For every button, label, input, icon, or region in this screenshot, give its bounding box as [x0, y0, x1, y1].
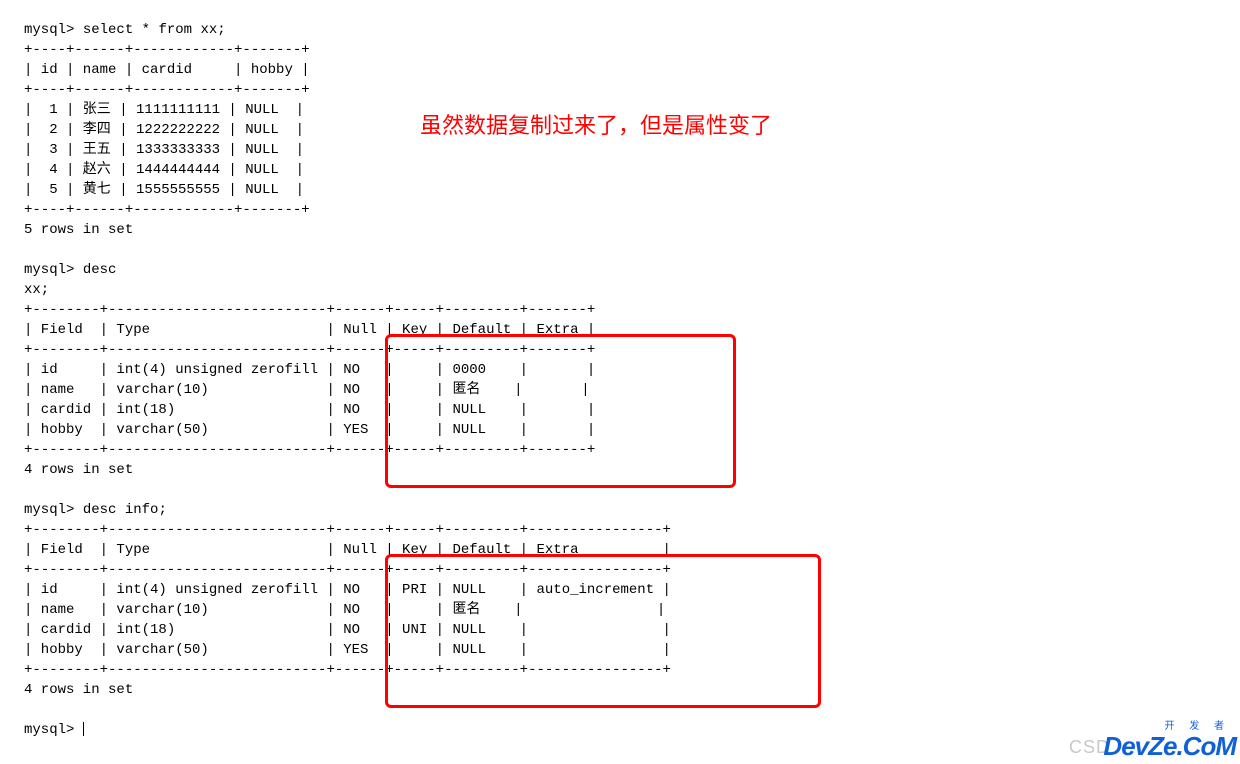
table1-border: +----+------+------------+-------+: [24, 82, 310, 98]
table3-row: | id | int(4) unsigned zerofill | NO | P…: [24, 582, 671, 598]
prompt: mysql>: [24, 722, 74, 738]
table1-row: | 4 | 赵六 | 1444444444 | NULL |: [24, 162, 304, 178]
table3-row: | cardid | int(18) | NO | UNI | NULL | |: [24, 622, 671, 638]
cursor: [83, 722, 84, 736]
table2-border: +--------+--------------------------+---…: [24, 302, 595, 318]
table1-footer: 5 rows in set: [24, 222, 133, 238]
table1-row: | 1 | 张三 | 1111111111 | NULL |: [24, 102, 304, 118]
table2-border: +--------+--------------------------+---…: [24, 442, 595, 458]
table2-row: | cardid | int(18) | NO | | NULL | |: [24, 402, 595, 418]
table1-row: | 3 | 王五 | 1333333333 | NULL |: [24, 142, 304, 158]
table2-border: +--------+--------------------------+---…: [24, 342, 595, 358]
watermark-sub: 开 发 者: [1164, 717, 1230, 732]
table3-header: | Field | Type | Null | Key | Default | …: [24, 542, 671, 558]
table1-row: | 5 | 黄七 | 1555555555 | NULL |: [24, 182, 304, 198]
query-desc-info: desc info;: [83, 502, 167, 518]
table2-row: | name | varchar(10) | NO | | 匿名 | |: [24, 382, 590, 398]
table1-border: +----+------+------------+-------+: [24, 42, 310, 58]
table3-row: | name | varchar(10) | NO | | 匿名 | |: [24, 602, 665, 618]
table1-row: | 2 | 李四 | 1222222222 | NULL |: [24, 122, 304, 138]
table1-header: | id | name | cardid | hobby |: [24, 62, 310, 78]
table2-row: | hobby | varchar(50) | YES | | NULL | |: [24, 422, 595, 438]
table2-row: | id | int(4) unsigned zerofill | NO | |…: [24, 362, 595, 378]
table1-border: +----+------+------------+-------+: [24, 202, 310, 218]
table3-border: +--------+--------------------------+---…: [24, 562, 671, 578]
query-desc-xx-line2: xx;: [24, 282, 49, 298]
prompt: mysql>: [24, 262, 74, 278]
table3-footer: 4 rows in set: [24, 682, 133, 698]
table3-row: | hobby | varchar(50) | YES | | NULL | |: [24, 642, 671, 658]
query-desc-xx: desc: [83, 262, 117, 278]
annotation-text: 虽然数据复制过来了，但是属性变了: [420, 108, 772, 140]
table2-header: | Field | Type | Null | Key | Default | …: [24, 322, 595, 338]
table3-border: +--------+--------------------------+---…: [24, 522, 671, 538]
prompt: mysql>: [24, 502, 74, 518]
query-select: select * from xx;: [83, 22, 226, 38]
watermark-devze: DevZe.CoM: [1103, 731, 1236, 762]
prompt: mysql>: [24, 22, 74, 38]
table2-footer: 4 rows in set: [24, 462, 133, 478]
table3-border: +--------+--------------------------+---…: [24, 662, 671, 678]
